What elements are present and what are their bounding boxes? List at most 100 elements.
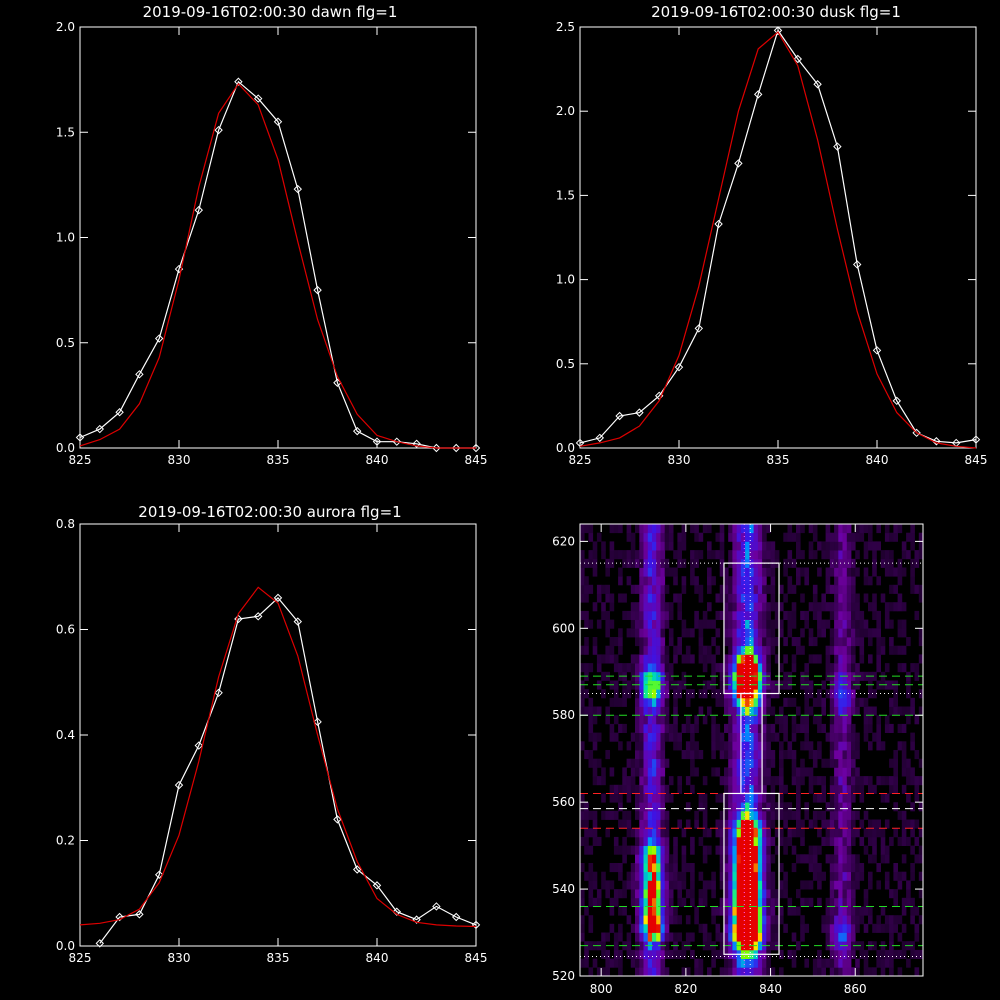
image-heatmap-cell — [753, 854, 759, 864]
image-heatmap-cell — [690, 628, 695, 638]
image-heatmap-cell — [732, 845, 737, 855]
image-heatmap-cell — [876, 741, 881, 751]
image-heatmap-cell — [643, 767, 649, 777]
image-heatmap-cell — [880, 967, 886, 977]
image-heatmap-cell — [740, 863, 746, 873]
image-heatmap-cell — [762, 915, 767, 925]
image-heatmap-cell — [702, 828, 708, 838]
image-heatmap-cell — [626, 949, 632, 959]
image-heatmap-cell — [635, 697, 640, 707]
image-heatmap-cell — [838, 828, 843, 838]
dusk-data-point — [833, 142, 842, 151]
image-heatmap-cell — [719, 871, 725, 881]
image-heatmap-cell — [724, 793, 729, 803]
image-heatmap-cell — [724, 871, 729, 881]
image-heatmap-cell — [834, 671, 839, 681]
image-heatmap-cell — [698, 654, 704, 664]
image-heatmap-cell — [639, 602, 644, 612]
image-heatmap-cell — [660, 863, 666, 873]
image-heatmap-cell — [656, 758, 661, 768]
image-heatmap-cell — [791, 654, 797, 664]
image-heatmap-cell — [876, 776, 881, 786]
image-heatmap-cell — [753, 732, 759, 742]
image-heatmap-cell — [812, 637, 818, 647]
image-heatmap-cell — [630, 880, 636, 890]
image-heatmap-cell — [588, 697, 594, 707]
image-heatmap-cell — [732, 863, 737, 873]
image-heatmap-cell — [707, 541, 712, 551]
image-heatmap-cell — [779, 663, 784, 673]
image-heatmap-cell — [609, 810, 615, 820]
image-heatmap-cell — [728, 776, 733, 786]
image-heatmap-cell — [829, 810, 835, 820]
image-heatmap-cell — [690, 550, 695, 560]
image-heatmap-cell — [868, 532, 873, 542]
image-heatmap-cell — [630, 863, 636, 873]
image-heatmap-cell — [677, 602, 682, 612]
image-heatmap-cell — [647, 750, 653, 760]
image-heatmap-cell — [580, 584, 585, 594]
image-heatmap-cell — [918, 593, 924, 603]
image-heatmap-cell — [690, 784, 695, 794]
image-heatmap-cell — [821, 723, 826, 733]
image-heatmap-cell — [630, 610, 636, 620]
image-heatmap-cell — [656, 854, 661, 864]
image-heatmap-cell — [613, 949, 619, 959]
image-heatmap-cell — [745, 750, 750, 760]
image-heatmap-cell — [851, 541, 856, 551]
image-heatmap-cell — [753, 576, 759, 586]
dusk-y-tick-label: 0.5 — [556, 357, 575, 371]
dusk-data-point — [635, 408, 644, 417]
image-heatmap-cell — [834, 845, 839, 855]
image-heatmap-cell — [690, 949, 695, 959]
image-heatmap-cell — [842, 628, 848, 638]
image-heatmap-cell — [766, 750, 771, 760]
image-heatmap-cell — [884, 715, 890, 725]
image-heatmap-cell — [787, 550, 793, 560]
image-heatmap-cell — [635, 906, 640, 916]
image-heatmap-cell — [643, 819, 649, 829]
image-heatmap-cell — [842, 593, 848, 603]
image-heatmap-cell — [770, 802, 776, 812]
image-heatmap-cell — [834, 949, 839, 959]
image-heatmap-cell — [745, 715, 750, 725]
image-heatmap-cell — [851, 871, 856, 881]
image-heatmap-cell — [618, 741, 623, 751]
dawn-data-point — [471, 443, 481, 453]
image-heatmap-cell — [728, 880, 733, 890]
image-heatmap-cell — [639, 541, 644, 551]
image-heatmap-cell — [715, 932, 721, 942]
image-heatmap-cell — [694, 906, 699, 916]
image-heatmap-cell — [842, 915, 848, 925]
image-heatmap-cell — [719, 524, 725, 534]
image-x-tick-label: 860 — [844, 982, 867, 996]
image-heatmap-cell — [736, 706, 742, 716]
image-heatmap-cell — [652, 741, 657, 751]
image-heatmap-cell — [635, 915, 640, 925]
dawn-panel-title: 2019-09-16T02:00:30 dawn flg=1 — [143, 3, 398, 21]
image-heatmap-cell — [796, 706, 801, 716]
image-heatmap-cell — [740, 715, 746, 725]
image-heatmap-cell — [698, 584, 704, 594]
image-heatmap-cell — [630, 619, 636, 629]
image-heatmap-cell — [918, 628, 924, 638]
image-heatmap-cell — [757, 723, 763, 733]
image-heatmap-cell — [846, 602, 852, 612]
image-heatmap-cell — [770, 637, 776, 647]
image-heatmap-cell — [817, 967, 822, 977]
image-heatmap-cell — [821, 958, 826, 968]
image-heatmap-cell — [668, 793, 674, 803]
image-heatmap-cell — [724, 750, 729, 760]
image-heatmap-cell — [681, 654, 687, 664]
image-heatmap-cell — [787, 802, 793, 812]
image-heatmap-cell — [736, 967, 742, 977]
image-heatmap-cell — [783, 567, 788, 577]
image-heatmap-cell — [821, 793, 826, 803]
image-heatmap-cell — [740, 836, 746, 846]
image-heatmap-cell — [868, 828, 873, 838]
image-heatmap-cell — [889, 619, 894, 629]
image-heatmap-cell — [681, 845, 687, 855]
image-heatmap-cell — [779, 828, 784, 838]
image-heatmap-cell — [812, 715, 818, 725]
